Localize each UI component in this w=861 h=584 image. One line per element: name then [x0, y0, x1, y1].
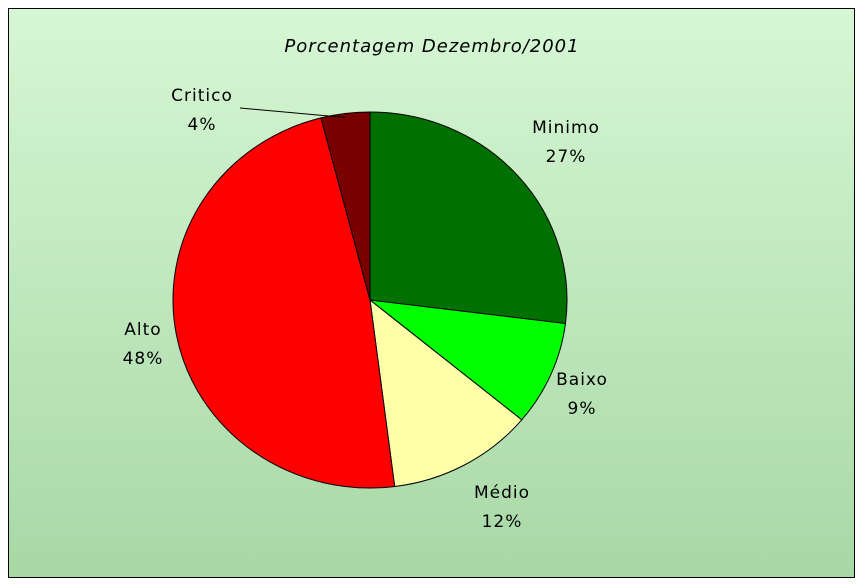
slice-label: Alto	[124, 320, 161, 340]
pie-slice	[369, 298, 523, 488]
chart-title: Porcentagem Dezembro/2001	[284, 36, 579, 57]
slice-label: Critico	[171, 86, 233, 106]
pie-slice	[320, 111, 371, 301]
slice-value-label: 12%	[482, 512, 523, 532]
leader-line	[239, 107, 346, 118]
slice-label: Baixo	[556, 370, 608, 390]
slice-value-label: 4%	[188, 115, 217, 135]
slice-label: Minimo	[532, 118, 600, 138]
pie-slice	[368, 299, 567, 421]
pie-slice	[172, 117, 396, 489]
slice-label: Médio	[474, 483, 530, 503]
slice-value-label: 48%	[123, 349, 164, 369]
slice-value-label: 27%	[546, 147, 587, 167]
pie-slice	[369, 111, 568, 325]
slice-value-label: 9%	[568, 399, 597, 419]
